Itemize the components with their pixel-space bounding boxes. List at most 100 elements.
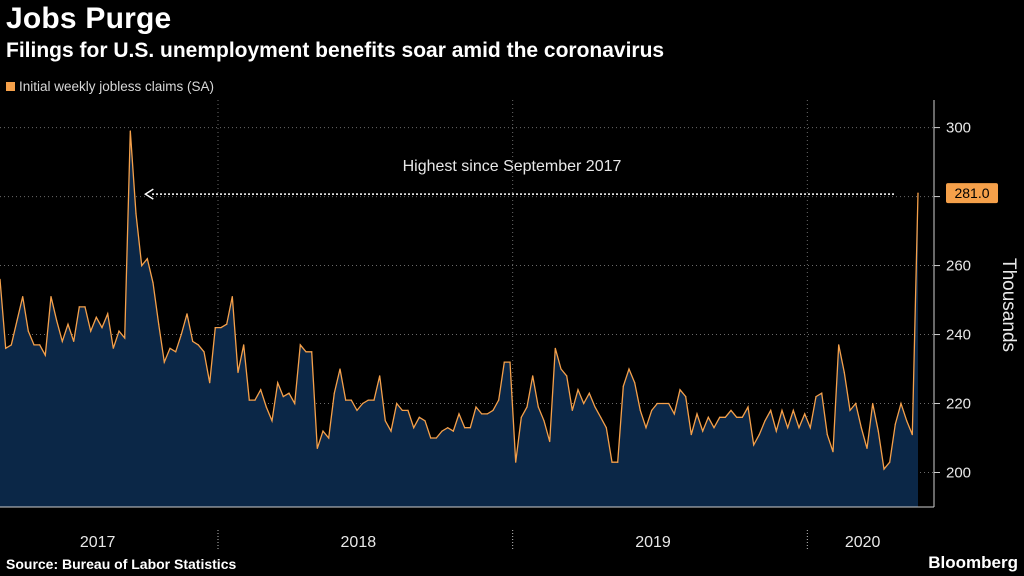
data-point (719, 416, 721, 418)
data-point (248, 399, 250, 401)
legend: Initial weekly jobless claims (SA) (6, 79, 214, 94)
y-tick-label: 260 (946, 258, 971, 275)
data-point (129, 130, 131, 132)
data-point (101, 327, 103, 329)
data-point (713, 427, 715, 429)
last-value-label-bg (946, 183, 998, 204)
data-point (877, 430, 879, 432)
data-point (741, 416, 743, 418)
x-tick-label: 2017 (80, 534, 116, 551)
data-point (379, 375, 381, 377)
data-point (600, 416, 602, 418)
data-point (781, 409, 783, 411)
data-point (441, 430, 443, 432)
data-point (464, 427, 466, 429)
legend-label: Initial weekly jobless claims (SA) (19, 79, 215, 94)
x-tick-label: 2018 (341, 534, 377, 551)
data-point (860, 427, 862, 429)
data-point (685, 396, 687, 398)
data-point (452, 430, 454, 432)
data-point (554, 347, 556, 349)
data-point (299, 344, 301, 346)
data-point (214, 327, 216, 329)
data-point (90, 330, 92, 332)
legend-swatch (6, 82, 15, 91)
data-point (503, 361, 505, 363)
data-point (10, 344, 12, 346)
data-point (588, 392, 590, 394)
series-area (0, 131, 918, 507)
data-point (305, 351, 307, 353)
data-point (917, 192, 919, 194)
chart-subtitle: Filings for U.S. unemployment benefits s… (6, 39, 665, 62)
data-point (135, 213, 137, 215)
y-tick-label: 200 (946, 465, 971, 482)
data-point (180, 333, 182, 336)
data-point (367, 399, 369, 401)
data-point (906, 420, 908, 422)
data-point (33, 344, 35, 346)
data-point (44, 354, 46, 356)
data-point (265, 406, 267, 408)
data-point (27, 330, 29, 332)
data-point (764, 420, 766, 422)
data-point (696, 413, 698, 415)
data-point (192, 340, 194, 342)
data-point (617, 461, 619, 463)
data-point (730, 409, 732, 411)
data-point (84, 306, 86, 308)
data-point (407, 409, 409, 411)
data-point (775, 430, 777, 432)
data-point (169, 347, 171, 349)
data-point (254, 399, 256, 401)
data-point (758, 434, 760, 436)
data-point (226, 323, 228, 325)
data-points (0, 130, 919, 470)
data-point (158, 323, 160, 325)
data-point (566, 375, 568, 377)
data-point (322, 430, 324, 432)
data-point (220, 327, 222, 329)
data-point (152, 282, 154, 284)
data-point (889, 461, 891, 463)
y-tick-label: 300 (946, 120, 971, 137)
data-point (583, 402, 585, 405)
data-point (543, 420, 545, 422)
data-point (634, 382, 636, 384)
data-point (333, 392, 335, 394)
data-point (107, 313, 109, 315)
data-point (39, 344, 41, 346)
y-tick-label: 240 (946, 327, 971, 344)
data-point (622, 385, 624, 387)
data-point (645, 427, 647, 429)
x-tick-label: 2019 (635, 534, 671, 551)
data-point (362, 402, 364, 405)
data-point (384, 420, 386, 422)
data-point (809, 427, 811, 429)
data-point (16, 320, 18, 322)
data-point (95, 316, 97, 318)
data-point (237, 371, 239, 374)
data-point (146, 258, 148, 260)
data-point (271, 420, 273, 422)
data-point (282, 396, 284, 398)
data-point (396, 402, 398, 405)
data-point (288, 392, 290, 394)
data-point (549, 440, 551, 443)
data-point (175, 351, 177, 353)
data-point (747, 406, 749, 408)
data-point (577, 389, 579, 391)
data-point (883, 468, 885, 470)
data-point (356, 409, 358, 411)
data-point (798, 427, 800, 429)
data-point (594, 406, 596, 408)
data-point (866, 447, 868, 449)
data-point (424, 420, 426, 422)
data-point (430, 437, 432, 439)
data-point (656, 402, 658, 405)
last-value-label: 281.0 (954, 185, 989, 201)
data-point (537, 406, 539, 408)
data-point (112, 347, 114, 349)
data-point (447, 427, 449, 429)
